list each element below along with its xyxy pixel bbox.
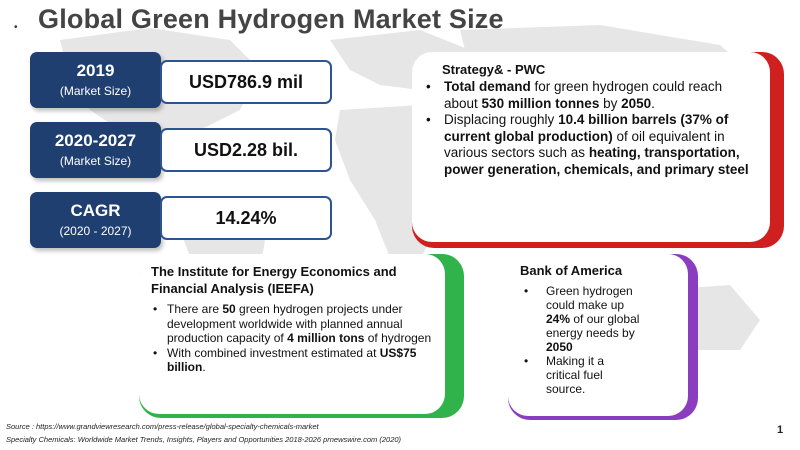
ieefa-card: The Institute for Energy Economics and F… (139, 254, 464, 418)
text: by (599, 95, 622, 111)
ieefa-card-body: The Institute for Energy Economics and F… (139, 254, 445, 414)
text: of hydrogen (364, 331, 432, 345)
ieefa-bullet-2: • With combined investment estimated at … (153, 345, 417, 375)
text: of oil equivalent in various sectors suc… (444, 128, 725, 161)
stat-value-cagr: 14.24% (160, 196, 332, 240)
text: of our global energy needs by (546, 312, 640, 340)
bold-text: 4 million tons (287, 331, 365, 345)
source-line-1: Source : https://www.grandviewresearch.c… (6, 422, 319, 431)
source-line-2: Specialty Chemicals: Worldwide Market Tr… (6, 435, 402, 444)
page-title: Global Green Hydrogen Market Size (38, 4, 504, 34)
text: There are (167, 302, 223, 316)
text: Green hydrogen could make up (546, 284, 633, 312)
stat-label-main: 2019 (76, 61, 115, 80)
ieefa-bullets: • There are 50 green hydrogen projects u… (151, 302, 435, 375)
ieefa-card-title: The Institute for Energy Economics and F… (151, 264, 397, 296)
text: Making it a critical fuel source. (546, 354, 605, 396)
boa-card-body: Bank of America • Green hydrogen could m… (508, 254, 688, 416)
boa-bullet-1: • Green hydrogen could make up 24% of ou… (524, 284, 640, 354)
boa-card: Bank of America • Green hydrogen could m… (508, 254, 698, 420)
stat-value-2019: USD786.9 mil (160, 60, 332, 104)
pwc-card-body: Strategy& - PWC • Total demand for green… (412, 52, 770, 242)
stat-value-2020-2027: USD2.28 bil. (160, 128, 332, 172)
stat-label-2019: 2019 (Market Size) (30, 52, 161, 108)
pwc-card: Strategy& - PWC • Total demand for green… (412, 52, 784, 248)
text: for green hydrogen could reach about (444, 79, 723, 111)
bold-text: 24% (546, 312, 571, 326)
boa-bullet-2: • Making it a critical fuel source. (524, 354, 605, 396)
stat-label-sub: (2020 - 2027) (59, 224, 132, 238)
page-number: 1 (777, 424, 784, 436)
title-bullet: • (14, 22, 18, 33)
stat-label-main: CAGR (70, 201, 121, 220)
bold-text: 530 million tonnes (481, 95, 600, 111)
boa-bullets: • Green hydrogen could make up 24% of ou… (520, 284, 678, 396)
pwc-bullet-1: • Total demand for green hydrogen could … (426, 79, 723, 111)
text: . (202, 360, 206, 374)
bold-text: 2050 (546, 340, 573, 354)
text: Displacing roughly (444, 112, 559, 127)
bold-text: 10.4 billion barrels (37% of current glo… (444, 112, 729, 144)
stat-label-sub: (Market Size) (59, 154, 132, 168)
pwc-bullets: • Total demand for green hydrogen could … (426, 79, 758, 178)
text: With combined investment estimated at (167, 345, 380, 360)
stat-label-cagr: CAGR (2020 - 2027) (30, 192, 161, 248)
boa-card-title: Bank of America (520, 263, 623, 278)
stat-label-main: 2020-2027 (54, 131, 137, 150)
bold-text: 2050 (621, 95, 652, 111)
stat-label-2020-2027: 2020-2027 (Market Size) (30, 122, 161, 178)
ieefa-bullet-1: • There are 50 green hydrogen projects u… (153, 302, 432, 345)
stat-label-sub: (Market Size) (59, 84, 132, 98)
bold-text: 50 (222, 302, 236, 316)
text: . (651, 95, 655, 111)
bold-text: US$75 billion (167, 345, 417, 375)
text: green hydrogen projects under developmen… (167, 302, 403, 345)
bold-text: heating, transportation, power generatio… (444, 145, 749, 177)
bold-text: Total demand (444, 79, 531, 94)
pwc-card-title: Strategy& - PWC (442, 62, 546, 77)
pwc-bullet-2: • Displacing roughly 10.4 billion barrel… (426, 112, 749, 177)
